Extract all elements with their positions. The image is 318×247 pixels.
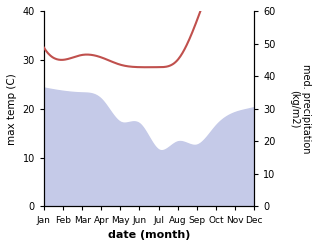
X-axis label: date (month): date (month): [108, 230, 190, 240]
Y-axis label: med. precipitation
(kg/m2): med. precipitation (kg/m2): [289, 64, 311, 153]
Y-axis label: max temp (C): max temp (C): [7, 73, 17, 144]
